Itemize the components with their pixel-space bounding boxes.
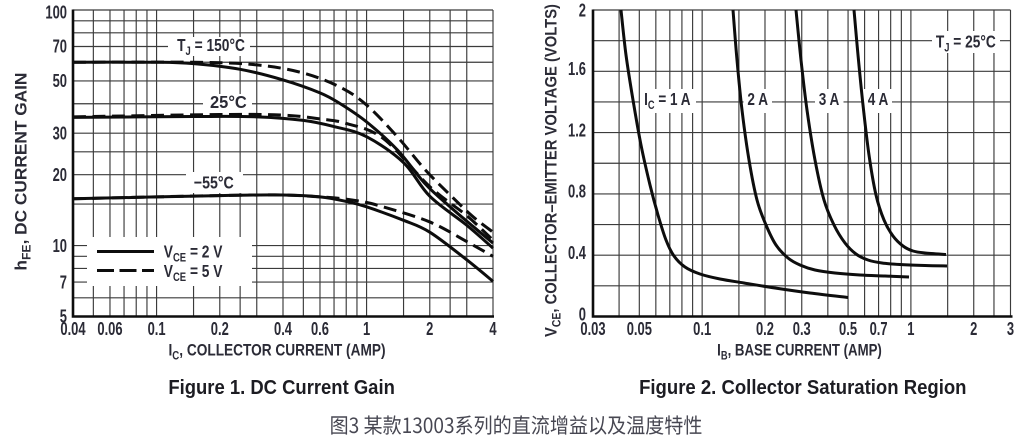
svg-text:IC = 1 A: IC = 1 A bbox=[644, 89, 691, 112]
svg-text:7: 7 bbox=[60, 272, 67, 292]
svg-text:IB, BASE CURRENT (AMP): IB, BASE CURRENT (AMP) bbox=[717, 341, 882, 363]
svg-text:0.7: 0.7 bbox=[870, 319, 888, 339]
svg-text:−55°C: −55°C bbox=[194, 173, 234, 193]
svg-text:VCE = 5 V: VCE = 5 V bbox=[164, 261, 223, 284]
svg-text:1: 1 bbox=[363, 319, 370, 339]
svg-text:3: 3 bbox=[1007, 319, 1014, 339]
svg-text:hFE, DC CURRENT GAIN: hFE, DC CURRENT GAIN bbox=[12, 73, 34, 271]
svg-text:0.5: 0.5 bbox=[839, 319, 857, 339]
svg-text:0.05: 0.05 bbox=[627, 319, 652, 339]
svg-text:50: 50 bbox=[53, 71, 67, 91]
svg-text:4 A: 4 A bbox=[868, 89, 889, 109]
svg-text:2 A: 2 A bbox=[747, 89, 768, 109]
svg-text:1.2: 1.2 bbox=[568, 120, 586, 140]
svg-text:10: 10 bbox=[53, 236, 67, 256]
svg-text:TJ = 150°C: TJ = 150°C bbox=[177, 35, 245, 58]
svg-text:25°C: 25°C bbox=[210, 92, 247, 112]
svg-text:1.6: 1.6 bbox=[568, 59, 586, 79]
svg-text:0.1: 0.1 bbox=[148, 319, 166, 339]
svg-text:3 A: 3 A bbox=[819, 89, 840, 109]
svg-text:0.04: 0.04 bbox=[60, 319, 85, 339]
svg-text:100: 100 bbox=[45, 3, 67, 23]
svg-text:0.4: 0.4 bbox=[274, 319, 292, 339]
svg-text:0.8: 0.8 bbox=[568, 182, 586, 202]
svg-text:1: 1 bbox=[907, 319, 914, 339]
svg-text:70: 70 bbox=[53, 37, 67, 57]
svg-text:0.6: 0.6 bbox=[311, 319, 329, 339]
svg-text:2: 2 bbox=[970, 319, 977, 339]
svg-text:VCE, COLLECTOR–EMITTER VOLTAGE: VCE, COLLECTOR–EMITTER VOLTAGE (VOLTS) bbox=[542, 4, 564, 337]
svg-text:5: 5 bbox=[60, 307, 67, 327]
svg-text:4: 4 bbox=[489, 319, 496, 339]
svg-text:0: 0 bbox=[579, 304, 586, 324]
svg-text:0.2: 0.2 bbox=[211, 319, 229, 339]
svg-text:0.3: 0.3 bbox=[793, 319, 811, 339]
svg-text:TJ = 25°C: TJ = 25°C bbox=[936, 32, 996, 55]
svg-text:0.03: 0.03 bbox=[580, 319, 605, 339]
svg-text:0.1: 0.1 bbox=[693, 319, 711, 339]
svg-text:2: 2 bbox=[579, 0, 586, 20]
svg-text:Figure 1. DC Current Gain: Figure 1. DC Current Gain bbox=[168, 377, 395, 399]
svg-text:2: 2 bbox=[426, 319, 433, 339]
svg-text:0.2: 0.2 bbox=[756, 319, 774, 339]
svg-text:Figure 2. Collector Saturation: Figure 2. Collector Saturation Region bbox=[639, 377, 966, 399]
svg-text:IC, COLLECTOR CURRENT (AMP): IC, COLLECTOR CURRENT (AMP) bbox=[169, 341, 386, 363]
svg-text:0.4: 0.4 bbox=[568, 243, 586, 263]
svg-text:20: 20 bbox=[53, 165, 67, 185]
svg-text:0.06: 0.06 bbox=[97, 319, 122, 339]
svg-text:30: 30 bbox=[53, 123, 67, 143]
